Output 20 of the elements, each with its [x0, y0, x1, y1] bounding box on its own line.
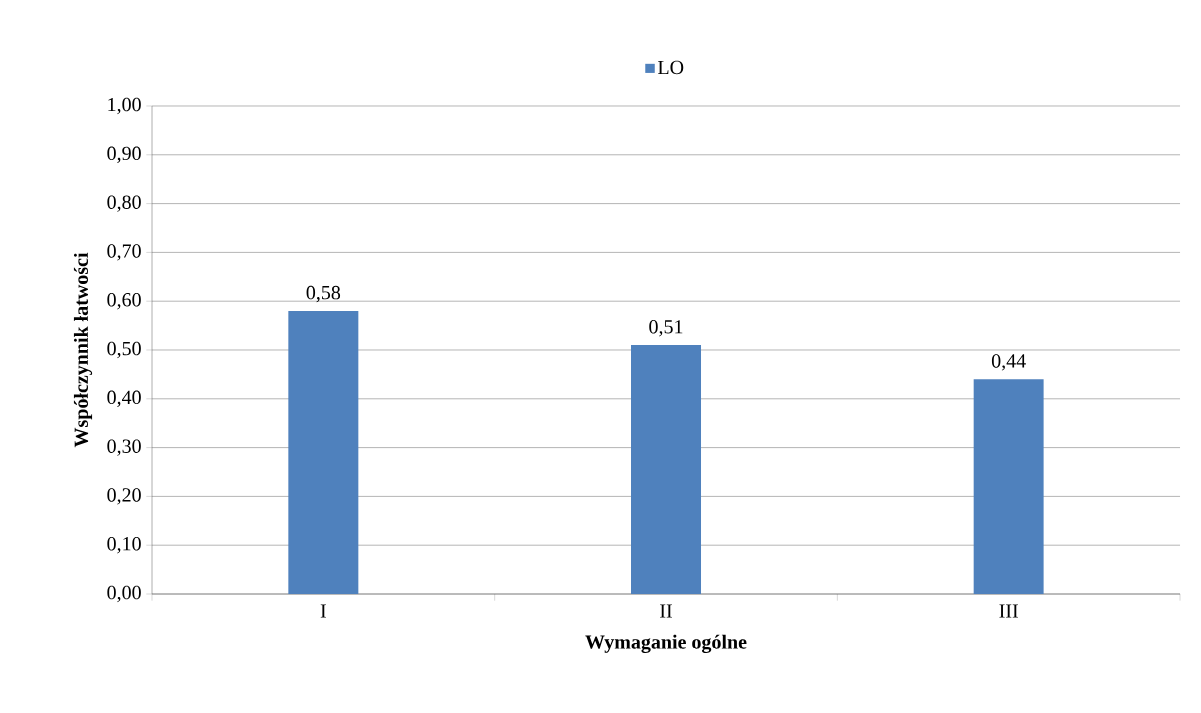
y-axis-title: Współczynnik łatwości: [73, 252, 93, 448]
y-tick-label: 0,30: [107, 439, 141, 456]
y-tick-label: 0,40: [107, 390, 141, 407]
y-tick-label: 0,90: [107, 146, 141, 163]
y-tick-label: 0,20: [107, 488, 141, 505]
legend-label: LO: [658, 60, 684, 75]
y-tick-label: 0,60: [107, 293, 141, 310]
x-axis-title: Wymaganie ogólne: [585, 634, 747, 653]
y-tick-label: 0,70: [107, 244, 141, 261]
x-tick-label: II: [660, 604, 672, 618]
y-tick-label: 1,00: [108, 97, 141, 115]
x-tick-label: I: [320, 604, 326, 618]
data-label: 0,58: [306, 285, 341, 303]
y-tick-label: 0,00: [107, 585, 141, 603]
x-tick-label: III: [999, 604, 1018, 618]
data-label: 0,44: [991, 354, 1026, 371]
y-tick-label: 0,10: [107, 537, 141, 554]
y-tick-label: 0,50: [107, 341, 141, 359]
data-label: 0,51: [649, 320, 683, 337]
y-tick-label: 0,80: [107, 195, 141, 212]
